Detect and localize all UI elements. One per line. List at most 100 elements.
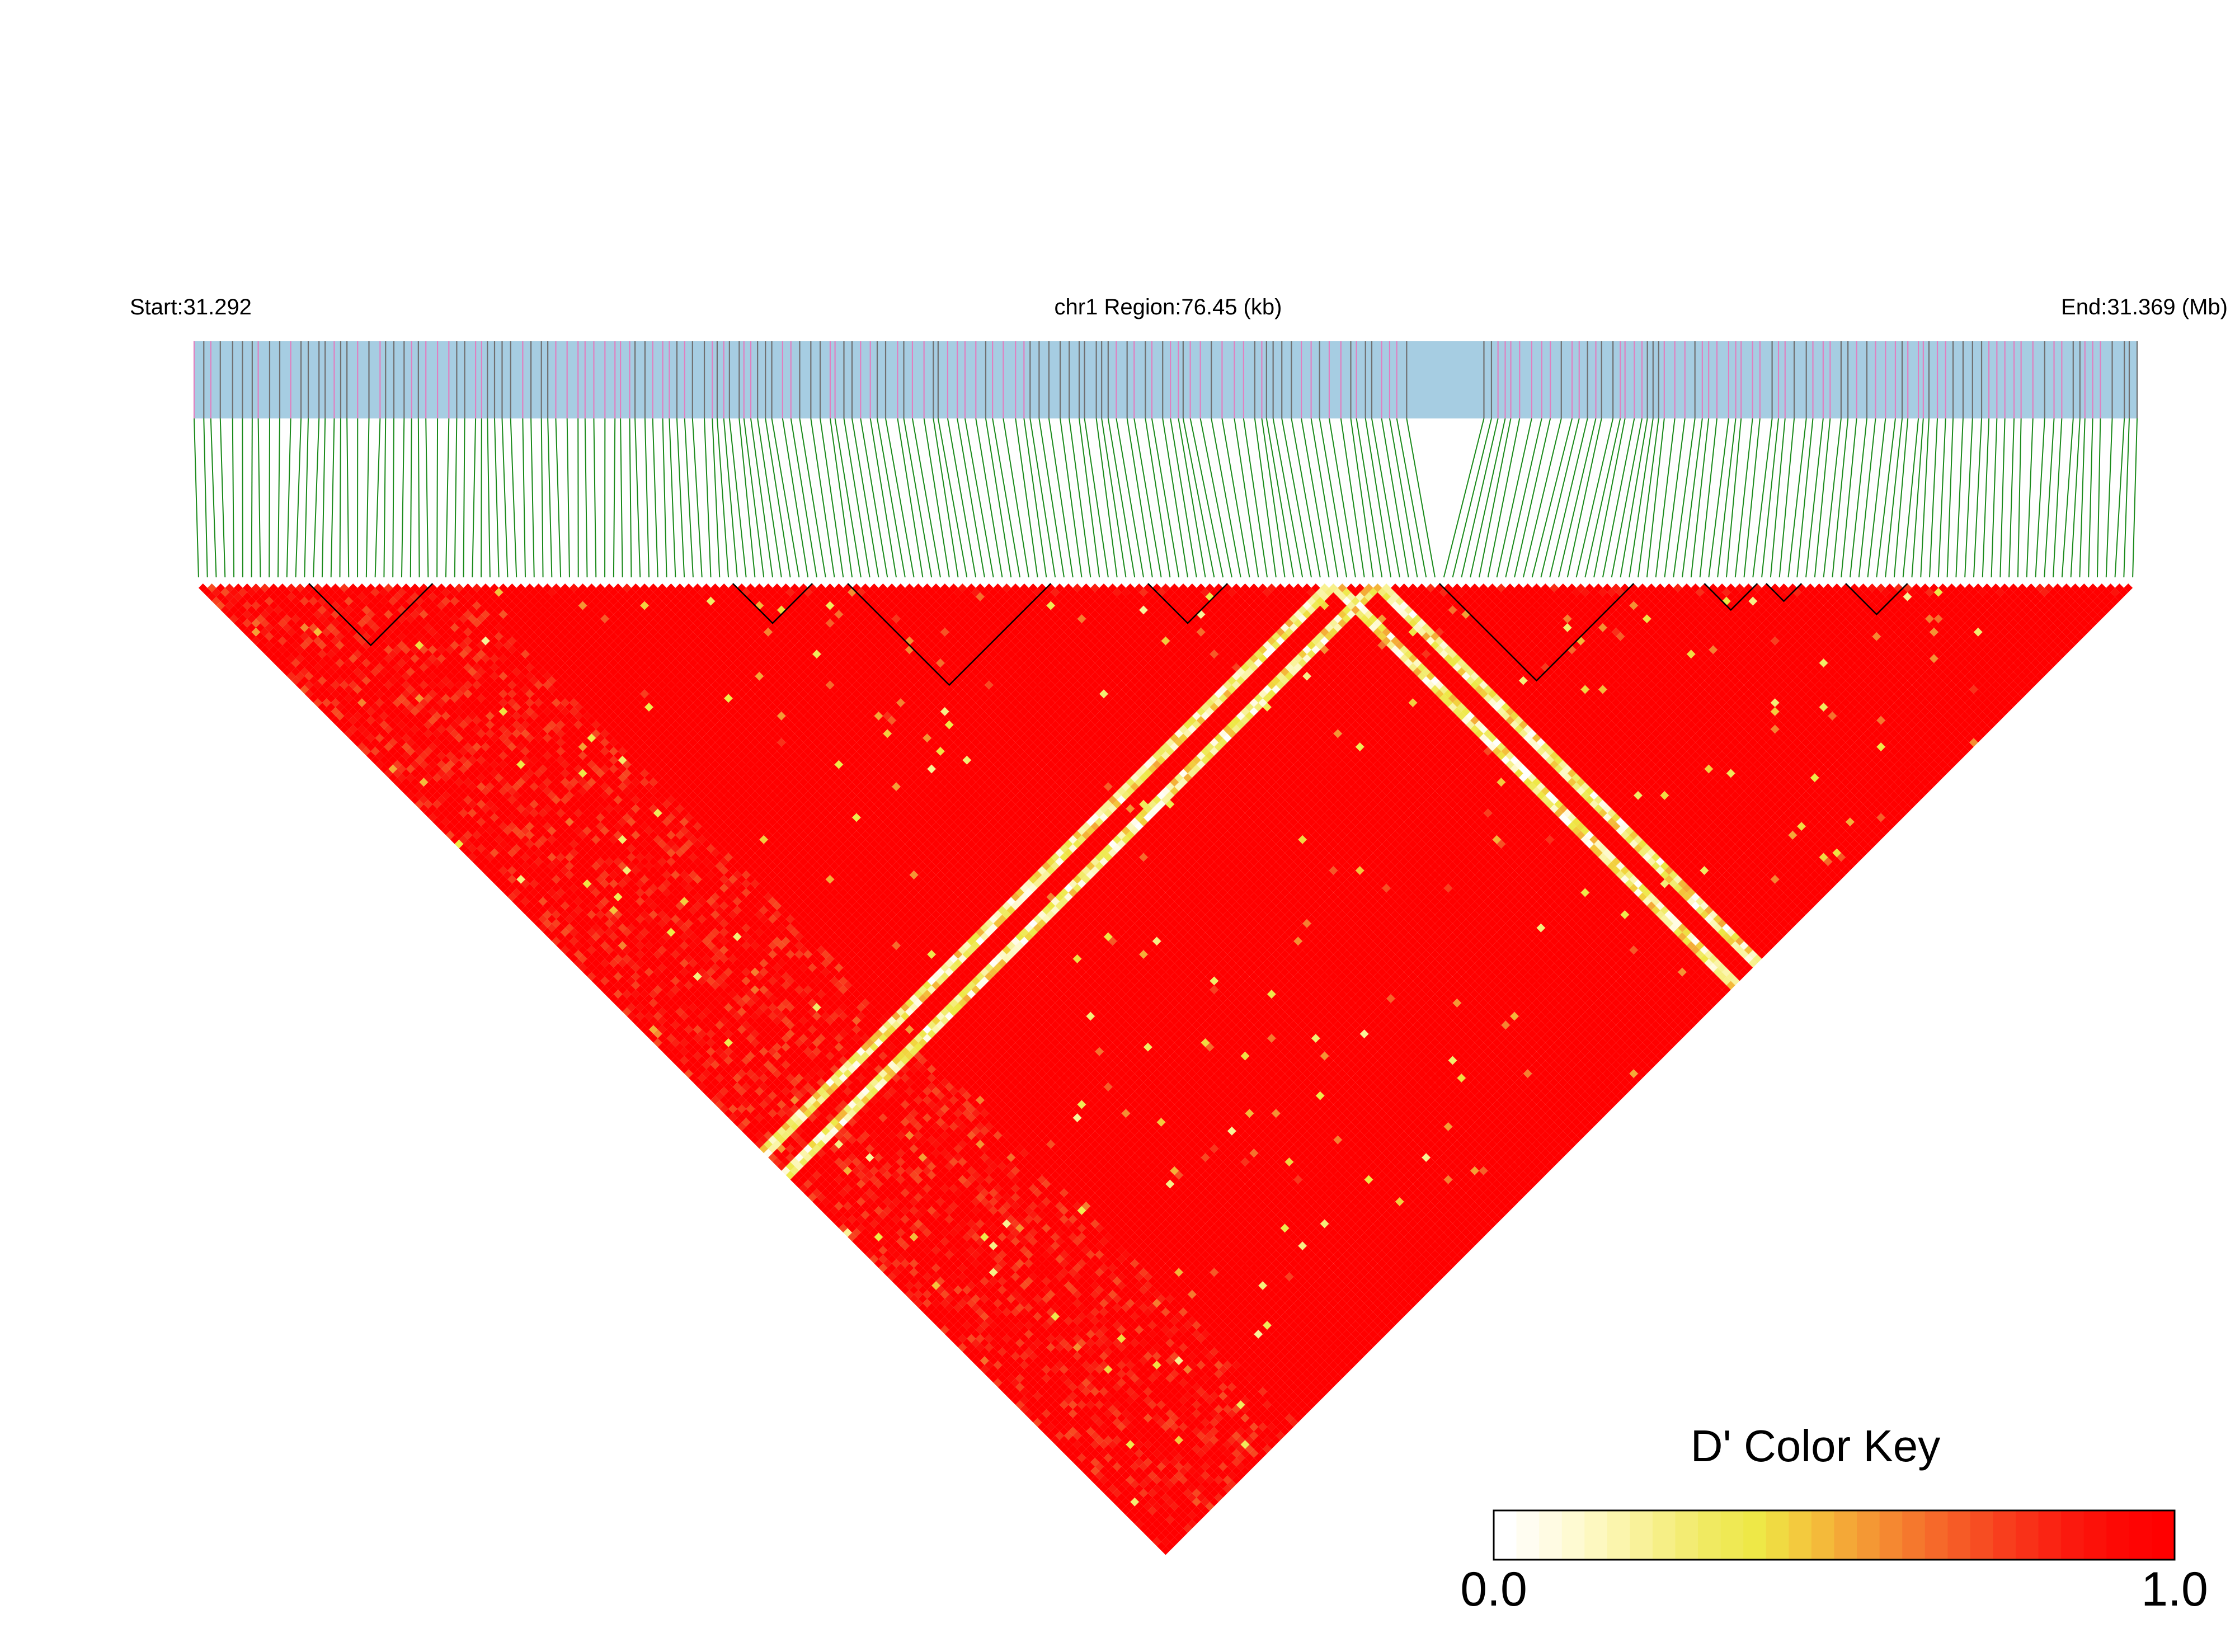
ld-cell xyxy=(507,857,517,867)
ld-cell xyxy=(463,831,473,840)
ld-cell xyxy=(291,658,300,667)
ld-cell xyxy=(892,1259,901,1268)
ld-cell xyxy=(1042,1427,1051,1436)
ld-cell xyxy=(410,778,420,787)
ld-cell xyxy=(463,848,473,858)
ld-cell xyxy=(295,663,305,672)
ld-cell xyxy=(269,645,278,655)
ld-cell xyxy=(300,667,309,676)
ld-cell xyxy=(242,601,252,610)
ld-cell xyxy=(971,1329,980,1339)
ld-cell xyxy=(234,610,243,619)
ld-cell xyxy=(719,1078,729,1087)
ld-cell xyxy=(211,596,221,606)
ld-cell xyxy=(799,1149,808,1158)
snp-connector xyxy=(304,418,309,578)
snp-connector xyxy=(1814,418,1831,578)
snp-connector xyxy=(522,418,526,578)
ld-cell xyxy=(295,680,305,690)
ld-cell xyxy=(260,601,270,610)
ld-cell xyxy=(370,729,380,738)
ld-cell xyxy=(318,676,327,685)
ld-cell xyxy=(397,755,406,765)
snp-connector xyxy=(593,418,597,578)
ld-cell xyxy=(556,914,566,924)
ld-cell xyxy=(852,1202,861,1211)
snp-connector xyxy=(410,418,412,578)
snp-connector xyxy=(1029,418,1056,578)
ld-cell xyxy=(247,605,256,615)
ld-cell xyxy=(494,879,504,888)
ld-cell xyxy=(269,627,278,637)
ld-cell xyxy=(1055,1431,1064,1441)
ld-cell xyxy=(225,583,234,592)
snp-connector xyxy=(1902,418,1919,578)
ld-cell xyxy=(949,1298,958,1308)
ld-cell xyxy=(260,645,270,655)
ld-cell xyxy=(274,658,283,667)
ld-cell xyxy=(424,773,433,783)
ld-cell xyxy=(326,676,336,685)
ld-cell xyxy=(468,835,477,844)
ld-cell xyxy=(238,587,247,597)
ld-cell xyxy=(636,1003,645,1012)
ld-cell xyxy=(914,1272,923,1282)
snp-connector xyxy=(669,418,676,578)
ld-cell xyxy=(852,1219,861,1229)
ld-cell xyxy=(366,742,375,751)
ld-cell xyxy=(790,1157,799,1166)
ld-cell xyxy=(406,764,415,774)
ld-cell xyxy=(379,755,389,765)
ld-cell xyxy=(997,1356,1007,1366)
ld-cell xyxy=(993,1369,1003,1378)
snp-connector xyxy=(1673,418,1696,578)
snp-connector xyxy=(885,418,915,578)
ld-cell xyxy=(657,1007,667,1016)
ld-cell xyxy=(636,1011,645,1021)
snp-connector xyxy=(374,418,381,578)
ld-cell xyxy=(905,1281,914,1290)
snp-connector xyxy=(1805,418,1824,578)
ld-cell xyxy=(552,910,561,919)
ld-cell xyxy=(732,1100,742,1109)
ld-cell xyxy=(1046,1431,1056,1441)
ld-cell xyxy=(852,1210,861,1220)
ld-cell xyxy=(869,1237,879,1246)
ld-cell xyxy=(318,685,327,694)
snp-connector xyxy=(1478,418,1512,578)
ld-cell xyxy=(397,747,406,756)
ld-cell xyxy=(286,671,296,681)
ld-cell xyxy=(799,1184,808,1193)
ld-cell xyxy=(869,1254,879,1264)
ld-cell xyxy=(543,928,552,937)
snp-connector xyxy=(1778,418,1795,578)
ld-cell xyxy=(353,720,362,729)
ld-cell xyxy=(856,1223,865,1233)
ld-cell xyxy=(989,1365,998,1374)
ld-cell xyxy=(472,839,482,849)
snp-connector xyxy=(738,418,756,578)
snp-connector xyxy=(1602,418,1635,578)
ld-cell xyxy=(1086,1453,1095,1462)
ld-cell xyxy=(251,636,261,646)
snp-connector xyxy=(494,418,500,578)
ld-cell xyxy=(808,1157,817,1166)
ld-cell xyxy=(737,1104,746,1114)
ld-cell xyxy=(1077,1444,1086,1453)
ld-cell xyxy=(931,1316,940,1326)
ld-cell xyxy=(410,769,420,778)
snp-connector xyxy=(194,418,199,578)
snp-connector xyxy=(1151,418,1180,578)
snp-connector xyxy=(2114,418,2125,578)
ld-cell xyxy=(984,1361,994,1369)
ld-cell xyxy=(335,720,345,729)
ld-cell xyxy=(1108,1484,1117,1493)
snp-connector xyxy=(1946,418,1954,578)
snp-connector xyxy=(1319,418,1348,578)
ld-cell xyxy=(393,760,402,769)
ld-cell xyxy=(1015,1382,1024,1392)
ld-cell xyxy=(393,769,402,778)
ld-cell xyxy=(830,1188,839,1198)
ld-cell xyxy=(781,1157,791,1166)
ld-cell xyxy=(644,1020,653,1030)
